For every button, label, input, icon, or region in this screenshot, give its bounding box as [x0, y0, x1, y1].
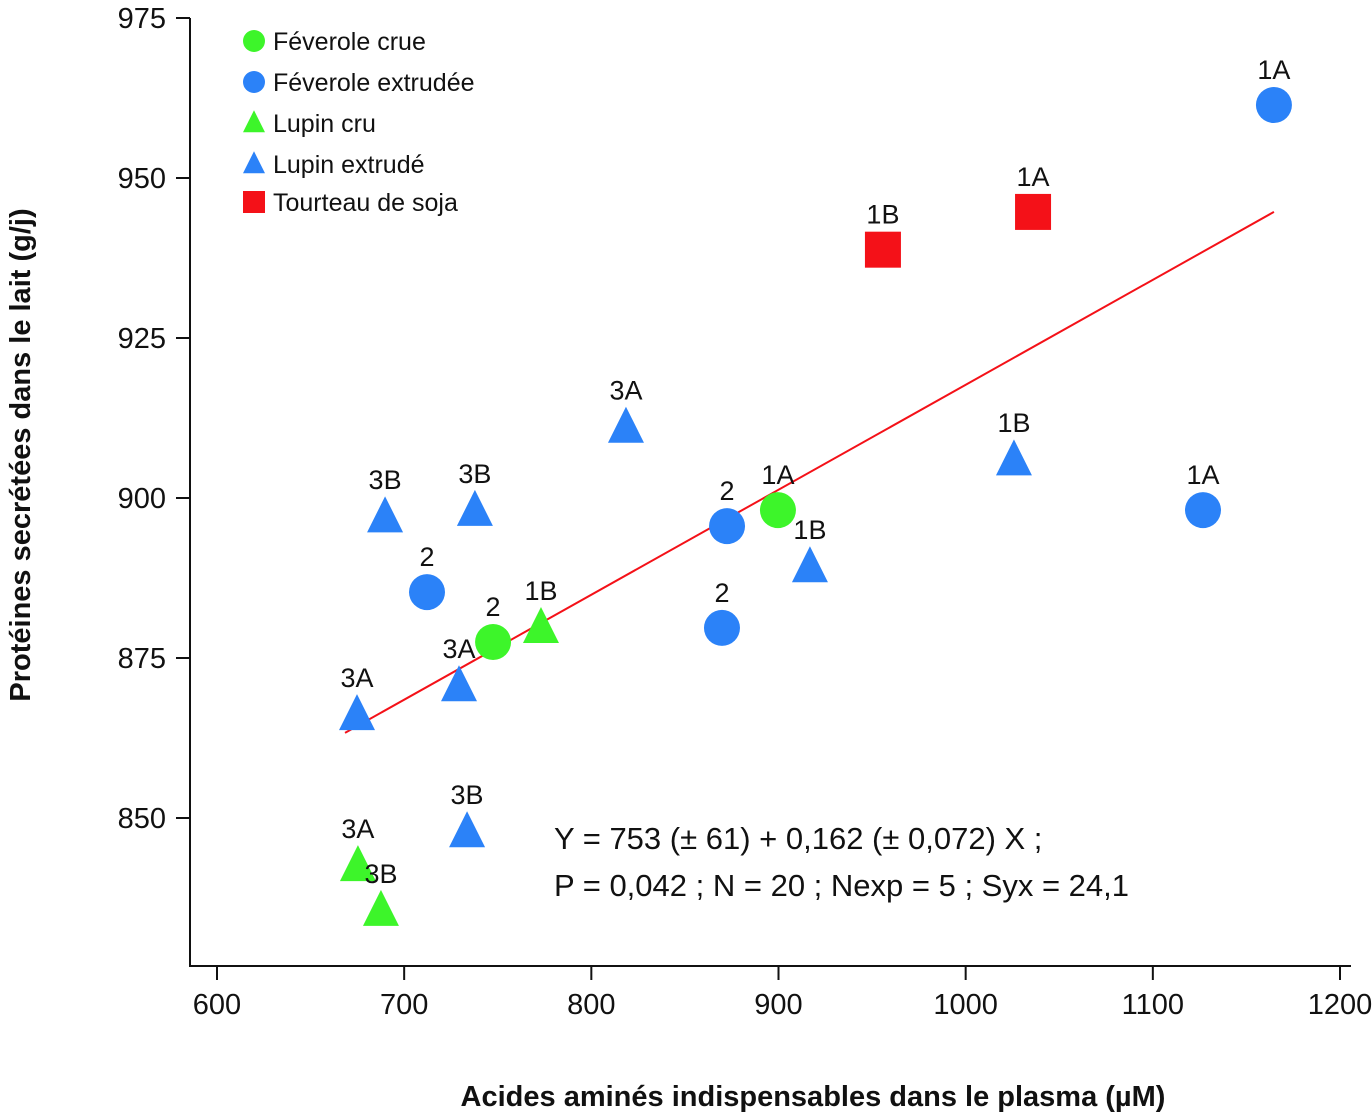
legend-label: Tourteau de soja	[273, 189, 458, 217]
point-label: 2	[419, 542, 434, 572]
legend-circle-icon	[243, 71, 265, 93]
data-point: 2	[703, 578, 740, 646]
legend-label: Féverole crue	[273, 28, 426, 56]
triangle-marker	[791, 546, 828, 583]
legend-circle-icon	[243, 30, 265, 52]
x-tick-label: 800	[567, 989, 615, 1021]
triangle-marker	[339, 845, 376, 882]
point-label: 3A	[341, 814, 374, 844]
legend-triangle-icon	[243, 151, 265, 174]
circle-marker	[1184, 492, 1221, 529]
legend-label: Féverole extrudée	[273, 69, 475, 97]
circle-marker	[759, 492, 796, 529]
triangle-marker	[456, 489, 493, 526]
triangle-marker	[995, 439, 1032, 476]
legend-item: Lupin cru	[243, 110, 376, 138]
x-tick-label: 900	[754, 989, 802, 1021]
y-tick-label: 875	[118, 643, 166, 675]
square-marker	[1015, 193, 1052, 230]
legend-triangle-icon	[243, 110, 265, 133]
x-ticks: 600 700 800 900 1000 1100 1200	[193, 966, 1372, 1021]
legend-label: Lupin extrudé	[273, 151, 425, 179]
point-label: 1A	[761, 460, 794, 490]
data-point: 3B	[367, 465, 404, 533]
point-label: 3A	[609, 376, 642, 406]
data-point: 2	[409, 542, 446, 611]
y-tick-label: 850	[118, 803, 166, 835]
triangle-marker	[441, 665, 478, 702]
triangle-marker	[607, 406, 644, 443]
legend-item: Tourteau de soja	[243, 189, 458, 217]
triangle-marker	[367, 496, 404, 533]
y-axis-title: Protéines secrétées dans le lait (g/j)	[5, 208, 37, 701]
point-label: 2	[720, 476, 735, 506]
circle-marker	[709, 508, 746, 545]
point-label: 3B	[364, 859, 397, 889]
legend: Féverole crue Féverole extrudée Lupin cru L…	[243, 28, 475, 217]
data-point: 3B	[449, 780, 486, 848]
point-label: 3B	[369, 465, 402, 495]
data-point: 1B	[791, 515, 828, 583]
data-point: 3A	[441, 634, 478, 702]
x-tick-label: 1000	[933, 989, 998, 1021]
data-point: 1A	[1015, 162, 1052, 230]
legend-label: Lupin cru	[273, 110, 376, 138]
triangle-marker	[449, 811, 486, 848]
data-point: 3A	[339, 814, 376, 882]
equation-line-1: Y = 753 (± 61) + 0,162 (± 0,072) X ;	[554, 821, 1042, 856]
legend-item: Féverole crue	[243, 28, 426, 56]
x-tick-label: 600	[193, 989, 241, 1021]
y-ticks: 850 875 900 925 950 975	[118, 3, 190, 835]
data-points: 2 1A 1A 2 2 1A 2 1B 3A 3B 3A 1B 1B 3B 3B 3A 3A 3B 1B 1A	[339, 55, 1292, 926]
point-label: 2	[714, 578, 729, 608]
point-label: 1B	[866, 200, 899, 230]
data-point: 3A	[339, 663, 376, 731]
circle-marker	[1255, 87, 1292, 124]
point-label: 1B	[524, 576, 557, 606]
point-label: 1B	[997, 408, 1030, 438]
y-tick-label: 925	[118, 323, 166, 355]
legend-item: Lupin extrudé	[243, 151, 425, 179]
point-label: 3A	[340, 663, 373, 693]
data-point: 1A	[1255, 55, 1292, 124]
data-point: 1B	[864, 200, 901, 268]
triangle-marker	[339, 694, 376, 731]
data-point: 1B	[522, 576, 559, 644]
legend-square-icon	[243, 191, 265, 213]
data-point: 1A	[1184, 460, 1221, 529]
circle-marker	[409, 574, 446, 611]
x-tick-label: 1200	[1308, 989, 1372, 1021]
data-point: 3B	[456, 459, 493, 526]
data-point: 3A	[607, 376, 644, 443]
point-label: 1A	[1017, 162, 1050, 192]
point-label: 2	[486, 592, 501, 622]
square-marker	[864, 231, 901, 268]
x-axis-title: Acides aminés indispensables dans le pla…	[461, 1081, 1166, 1113]
x-tick-label: 700	[380, 989, 428, 1021]
point-label: 1A	[1186, 460, 1219, 490]
circle-marker	[703, 609, 740, 646]
x-tick-label: 1100	[1122, 989, 1184, 1021]
point-label: 3A	[442, 634, 475, 664]
data-point: 2	[709, 476, 746, 545]
axes	[189, 18, 1351, 967]
y-tick-label: 900	[118, 483, 166, 515]
point-label: 1A	[1257, 55, 1290, 85]
legend-item: Féverole extrudée	[243, 69, 475, 97]
point-label: 3B	[458, 459, 491, 489]
triangle-marker	[522, 607, 559, 644]
y-tick-label: 950	[118, 163, 166, 195]
data-point: 2	[475, 592, 512, 660]
point-label: 1B	[793, 515, 826, 545]
point-label: 3B	[451, 780, 484, 810]
triangle-marker	[362, 889, 399, 926]
circle-marker	[475, 624, 512, 660]
y-tick-label: 975	[118, 3, 166, 35]
equation-line-2: P = 0,042 ; N = 20 ; Nexp = 5 ; Syx = 24…	[554, 868, 1129, 903]
data-point: 1A	[759, 460, 796, 529]
data-point: 1B	[995, 408, 1032, 476]
data-point: 3B	[362, 859, 399, 926]
